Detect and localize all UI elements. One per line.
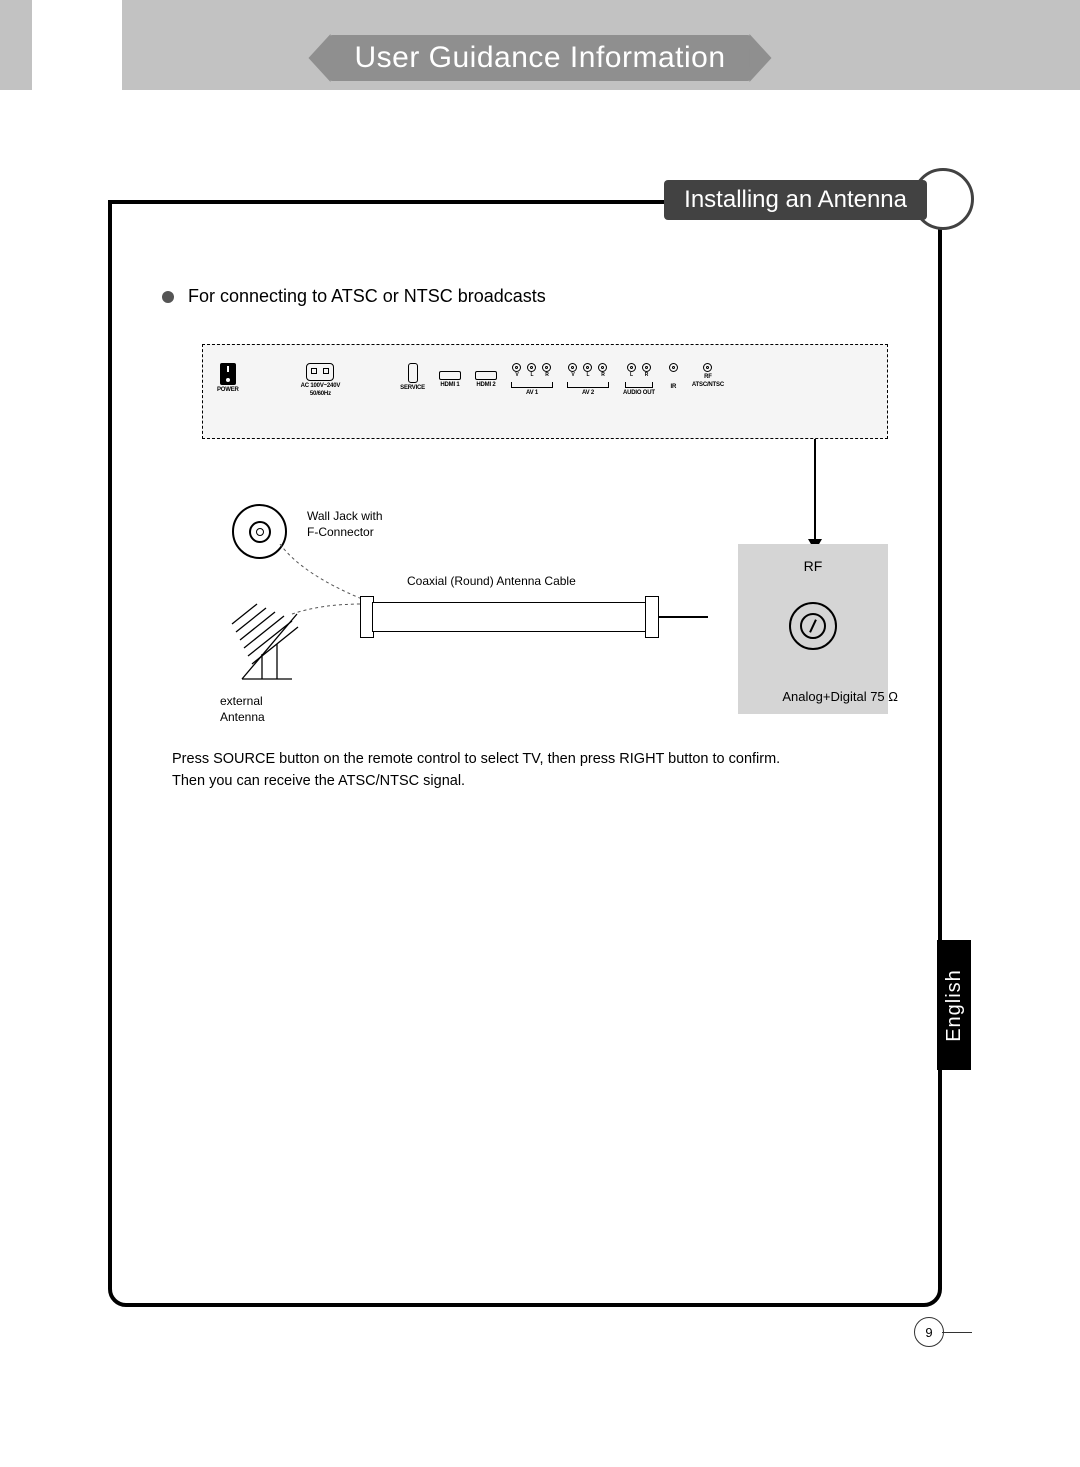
wall-jack-label-1: Wall Jack with	[307, 509, 383, 525]
power-port: POWER	[217, 363, 239, 393]
audio-out-label: AUDIO OUT	[623, 390, 655, 396]
subtitle-text: For connecting to ATSC or NTSC broadcast…	[188, 286, 546, 307]
av1-label: AV 1	[526, 390, 538, 396]
rca-icon	[598, 363, 607, 372]
v-label: V	[515, 372, 518, 378]
r-label: R	[545, 372, 548, 378]
rca-icon	[527, 363, 536, 372]
page-line-icon	[942, 1332, 972, 1333]
rca-icon	[568, 363, 577, 372]
arrow-line-icon	[814, 439, 816, 544]
wall-jack-label-2: F-Connector	[307, 525, 383, 541]
ac-label-2: 50/60Hz	[310, 391, 331, 397]
wall-jack-label: Wall Jack with F-Connector	[307, 509, 383, 540]
content-frame: For connecting to ATSC or NTSC broadcast…	[108, 200, 942, 1307]
r-label: R	[601, 372, 604, 378]
bullet-icon	[162, 291, 174, 303]
coax-wire-icon	[658, 616, 708, 618]
hdmi1-label: HDMI 1	[440, 382, 459, 388]
body-line-1: Press SOURCE button on the remote contro…	[172, 749, 898, 771]
r-label: R	[645, 372, 648, 378]
ac-port: AC 100V~240V 50/60Hz	[301, 363, 340, 397]
rca-icon	[642, 363, 651, 372]
antenna-label-2: Antenna	[220, 710, 265, 726]
l-label: L	[630, 372, 633, 378]
power-label: POWER	[217, 387, 239, 393]
rf-subtitle: Analog+Digital 75 Ω	[782, 689, 898, 704]
ir-port: IR	[669, 363, 678, 390]
language-tab: English	[937, 940, 971, 1070]
service-label: SERVICE	[400, 385, 425, 391]
power-switch-icon	[220, 363, 236, 385]
v-label: V	[571, 372, 574, 378]
coax-cap-icon	[645, 596, 659, 638]
page-header: User Guidance Information	[328, 35, 751, 81]
rca-icon	[703, 363, 712, 372]
body-line-2: Then you can receive the ATSC/NTSC signa…	[172, 771, 898, 793]
body-text: Press SOURCE button on the remote contro…	[172, 749, 898, 793]
ac-socket-icon	[306, 363, 334, 381]
usb-icon	[408, 363, 418, 383]
tab-notch	[32, 0, 122, 90]
rca-icon	[669, 363, 678, 372]
audio-out-group: L R AUDIO OUT	[623, 363, 655, 396]
coax-label: Coaxial (Round) Antenna Cable	[407, 574, 576, 588]
hdmi1-port: HDMI 1	[439, 363, 461, 388]
diagram: POWER AC 100V~240V 50/60Hz SERVICE HDMI …	[172, 344, 898, 734]
hdmi-icon	[439, 371, 461, 380]
rf-label-1: RF	[704, 374, 712, 380]
ir-label: IR	[671, 384, 677, 390]
l-label: L	[531, 372, 534, 378]
l-label: L	[587, 372, 590, 378]
antenna-label: external Antenna	[220, 694, 265, 725]
hdmi-icon	[475, 371, 497, 380]
av2-group: V L R AV 2	[567, 363, 609, 396]
bracket-icon	[567, 382, 609, 388]
rf-connector-icon	[789, 602, 837, 650]
av2-label: AV 2	[582, 390, 594, 396]
ac-label-1: AC 100V~240V	[301, 383, 340, 389]
rca-icon	[542, 363, 551, 372]
hdmi2-port: HDMI 2	[475, 363, 497, 388]
antenna-label-1: external	[220, 694, 265, 710]
bracket-icon	[625, 382, 653, 388]
av1-group: V L R AV 1	[511, 363, 553, 396]
rf-title: RF	[738, 558, 888, 574]
section-title: Installing an Antenna	[664, 180, 927, 220]
subtitle: For connecting to ATSC or NTSC broadcast…	[162, 286, 546, 307]
rear-panel: POWER AC 100V~240V 50/60Hz SERVICE HDMI …	[202, 344, 888, 439]
coax-body-icon	[372, 602, 647, 632]
rf-port: RF ATSC/NTSC	[692, 363, 724, 388]
bracket-icon	[511, 382, 553, 388]
rf-label-2: ATSC/NTSC	[692, 382, 724, 388]
page-number: 9	[914, 1317, 944, 1347]
hdmi2-label: HDMI 2	[476, 382, 495, 388]
rca-icon	[583, 363, 592, 372]
language-label: English	[943, 969, 966, 1042]
service-port: SERVICE	[400, 363, 425, 391]
page-number-text: 9	[925, 1325, 932, 1340]
rca-icon	[627, 363, 636, 372]
rca-icon	[512, 363, 521, 372]
